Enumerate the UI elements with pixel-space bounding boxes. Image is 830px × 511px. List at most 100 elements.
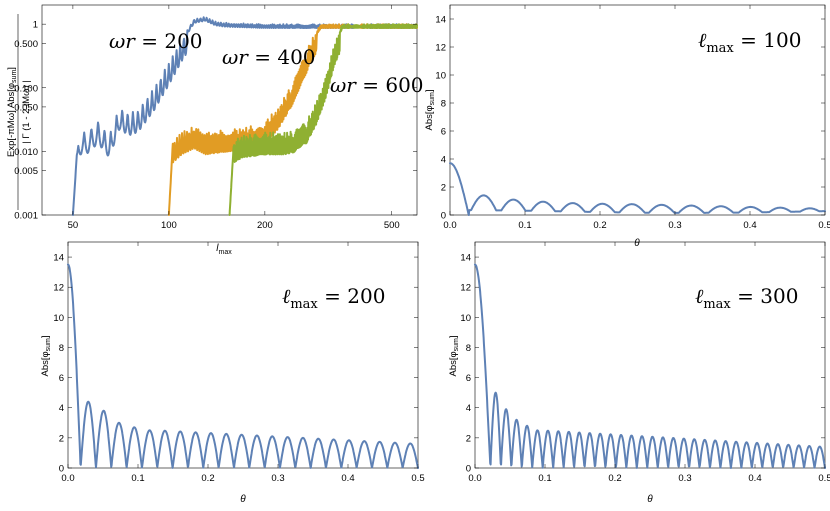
panel-label-l: ℓ bbox=[282, 284, 291, 308]
y-axis-label-sub: sum bbox=[429, 92, 436, 105]
y-tick-label: 0.100 bbox=[14, 83, 38, 94]
y-tick-label: 12 bbox=[460, 283, 471, 294]
y-axis-label-close: ] bbox=[6, 67, 17, 70]
y-axis-label-abs: Abs[φ bbox=[448, 351, 459, 376]
annotation-wr-400-main: ωr bbox=[222, 45, 249, 69]
y-tick-label: 2 bbox=[466, 433, 471, 444]
x-tick-label: 0.1 bbox=[538, 473, 551, 484]
y-tick-label: 4 bbox=[466, 403, 471, 414]
y-tick-label: 14 bbox=[460, 253, 471, 264]
x-tick-label: 0.5 bbox=[818, 220, 830, 231]
x-tick-label: 0.1 bbox=[518, 220, 531, 231]
plot-frame bbox=[474, 241, 826, 469]
y-tick-label: 12 bbox=[435, 43, 446, 54]
y-tick-label: 0 bbox=[466, 464, 471, 475]
y-axis-label-sub: sum bbox=[453, 338, 460, 351]
y-axis-label-close: ] bbox=[448, 335, 459, 338]
panel-label-sub: max bbox=[290, 297, 318, 312]
x-tick-label: 100 bbox=[161, 220, 177, 231]
x-axis-label-main: l bbox=[216, 243, 219, 254]
y-tick-label: 6 bbox=[441, 127, 446, 138]
x-axis-label: θ bbox=[634, 238, 640, 249]
x-tick-label: 0.5 bbox=[411, 473, 424, 484]
y-tick-label: 10 bbox=[460, 313, 471, 324]
panel-bottom-right: 0.0 0.1 0.2 0.3 0.4 0.5 0 2 4 6 8 10 12 14 θ Abs[φsu… bbox=[448, 241, 830, 505]
y-tick-label: 10 bbox=[435, 71, 446, 82]
x-ticks: 50 100 200 500 bbox=[68, 5, 400, 231]
annotation-wr-600: ωr = 600 bbox=[330, 73, 424, 97]
y-axis-label-abs: Abs[φ bbox=[6, 83, 17, 108]
y-axis-label-abs: Abs[φ bbox=[40, 351, 51, 376]
panel-label-l: ℓ bbox=[698, 28, 707, 52]
plot-frame bbox=[67, 241, 419, 469]
x-tick-label: 0.2 bbox=[593, 220, 606, 231]
y-tick-label: 0.010 bbox=[14, 147, 38, 158]
panel-bottom-left: 0.0 0.1 0.2 0.3 0.4 0.5 0 2 4 6 8 10 12 14 θ Abs[φsu… bbox=[40, 241, 425, 505]
x-ticks: 0.0 0.1 0.2 0.3 0.4 0.5 bbox=[468, 242, 830, 484]
y-axis-label: Exp[-πMω] Abs[φsum] | Γ (1 - 2 iMω) | bbox=[6, 14, 32, 210]
x-axis-label: θ bbox=[240, 494, 246, 505]
x-tick-label: 0.0 bbox=[468, 473, 481, 484]
x-tick-label: 500 bbox=[384, 220, 400, 231]
y-axis-label-top: Exp[-πMω] bbox=[6, 108, 17, 157]
x-tick-label: 0.3 bbox=[678, 473, 691, 484]
y-tick-label: 14 bbox=[53, 253, 64, 264]
y-tick-label: 0.050 bbox=[14, 102, 38, 113]
y-axis-label-close: ] bbox=[40, 335, 51, 338]
x-axis-label-sub: max bbox=[219, 249, 233, 256]
panel-label-lmax-300: ℓmax = 300 bbox=[695, 284, 798, 312]
y-ticks: 0 2 4 6 8 10 12 14 bbox=[435, 15, 825, 222]
y-tick-label: 0.001 bbox=[14, 211, 38, 222]
panel-label-sub: max bbox=[703, 297, 731, 312]
x-tick-label: 0.0 bbox=[61, 473, 74, 484]
y-tick-label: 0 bbox=[59, 464, 64, 475]
y-axis-label-abs: Abs[φ bbox=[424, 105, 435, 130]
panel-label-eq: = 200 bbox=[318, 284, 386, 308]
x-ticks: 0.0 0.1 0.2 0.3 0.4 0.5 bbox=[61, 242, 425, 484]
y-tick-label: 0 bbox=[441, 211, 446, 222]
y-axis-label: Abs[φsum] bbox=[448, 335, 460, 376]
series-layer bbox=[71, 16, 418, 216]
y-axis-label: Abs[φsum] bbox=[40, 335, 52, 376]
panel-label-eq: = 100 bbox=[734, 28, 802, 52]
y-ticks: 0 2 4 6 8 10 12 14 bbox=[53, 253, 418, 475]
annotation-wr-200: ωr = 200 bbox=[109, 29, 203, 53]
plot-frame bbox=[449, 4, 826, 216]
panel-top-left: 50 100 200 500 0.001 0.005 0.010 0.050 0.100 0.5… bbox=[6, 4, 424, 256]
series-layer bbox=[67, 263, 419, 469]
x-tick-label: 0.5 bbox=[818, 473, 830, 484]
y-tick-label: 1 bbox=[33, 20, 38, 31]
y-tick-label: 8 bbox=[441, 99, 446, 110]
series-line bbox=[449, 162, 826, 216]
x-axis-label: θ bbox=[647, 494, 653, 505]
annotation-wr-600-rest: = 600 bbox=[356, 73, 424, 97]
annotation-wr-600-main: ωr bbox=[330, 73, 357, 97]
series-layer bbox=[449, 162, 826, 216]
panel-label-lmax-100: ℓmax = 100 bbox=[698, 28, 801, 56]
y-axis-label-close: ] bbox=[424, 89, 435, 92]
y-tick-label: 4 bbox=[441, 155, 446, 166]
y-axis-label: Abs[φsum] bbox=[424, 89, 436, 130]
series-line bbox=[474, 263, 826, 469]
annotation-wr-400: ωr = 400 bbox=[222, 45, 316, 69]
y-ticks: 0 2 4 6 8 10 12 14 bbox=[460, 253, 825, 475]
y-tick-label: 8 bbox=[59, 343, 64, 354]
y-axis-label-sub: sum bbox=[45, 338, 52, 351]
panel-label-sub: max bbox=[706, 41, 734, 56]
x-tick-label: 0.2 bbox=[608, 473, 621, 484]
x-tick-label: 50 bbox=[68, 220, 79, 231]
x-tick-label: 0.4 bbox=[748, 473, 761, 484]
y-tick-label: 6 bbox=[466, 373, 471, 384]
x-tick-label: 0.3 bbox=[271, 473, 284, 484]
panel-label-l: ℓ bbox=[695, 284, 704, 308]
annotation-wr-200-main: ωr bbox=[109, 29, 136, 53]
y-tick-label: 2 bbox=[441, 183, 446, 194]
y-tick-label: 2 bbox=[59, 433, 64, 444]
x-tick-label: 0.4 bbox=[341, 473, 354, 484]
y-ticks: 0.001 0.005 0.010 0.050 0.100 0.500 1 bbox=[14, 20, 417, 222]
y-tick-label: 8 bbox=[466, 343, 471, 354]
plot-frame bbox=[41, 4, 418, 216]
x-tick-label: 0.0 bbox=[443, 220, 456, 231]
y-tick-label: 4 bbox=[59, 403, 64, 414]
